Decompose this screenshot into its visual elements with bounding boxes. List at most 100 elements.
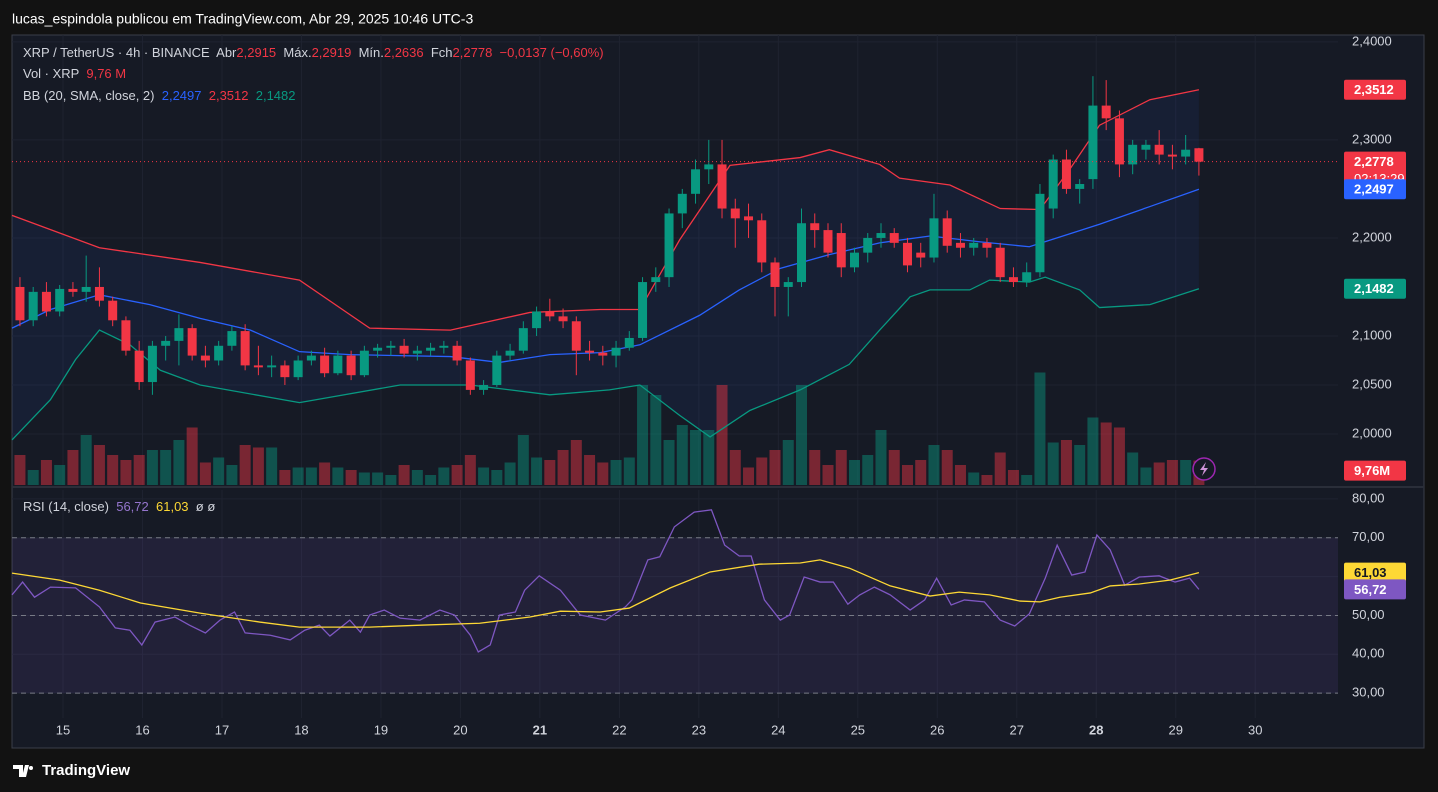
- volume-bar: [915, 460, 927, 485]
- volume-bar: [848, 460, 860, 485]
- volume-bar: [372, 472, 384, 485]
- volume-bar: [862, 455, 874, 485]
- volume-bar: [213, 457, 225, 485]
- candle-body: [1022, 272, 1032, 283]
- alert-bolt[interactable]: [1200, 462, 1208, 476]
- candle-body: [479, 385, 489, 390]
- candle-body: [611, 347, 621, 356]
- candle-body: [585, 350, 595, 353]
- x-tick-label: 23: [692, 722, 706, 737]
- volume-bar: [478, 467, 490, 485]
- volume-bar: [557, 450, 569, 485]
- candle-body: [1075, 184, 1085, 189]
- bb-basis: 2,2497: [161, 88, 202, 103]
- volume-bar: [1100, 422, 1112, 485]
- candle-body: [518, 328, 528, 351]
- volume-bar: [875, 430, 887, 485]
- candle-body: [955, 242, 965, 248]
- x-tick-label: 29: [1168, 722, 1182, 737]
- x-tick-label: 22: [612, 722, 626, 737]
- volume-bar: [266, 447, 278, 485]
- volume-bar: [994, 452, 1006, 485]
- candle-body: [346, 355, 356, 376]
- candle-body: [359, 350, 369, 376]
- rsi-label-box: [1344, 562, 1406, 583]
- candle-body: [465, 360, 475, 390]
- volume-bar: [107, 455, 119, 485]
- rsi-extra: ø ø: [195, 499, 216, 514]
- candle-body: [1048, 159, 1058, 209]
- volume-bar: [160, 450, 172, 485]
- volume-bar: [623, 457, 635, 485]
- logo-mark: [13, 765, 29, 777]
- candle-body: [1061, 159, 1071, 189]
- bb-lower: 2,1482: [255, 88, 296, 103]
- price-legend: XRP / TetherUS · 4h · BINANCE Abr2,2915 …: [23, 45, 604, 61]
- candle-body: [1088, 105, 1098, 180]
- rsi-name: RSI (14, close): [23, 499, 109, 514]
- volume-bar: [663, 440, 675, 485]
- volume-bar: [14, 455, 26, 485]
- volume-bar: [345, 470, 357, 485]
- price-label: 2,2497: [1354, 182, 1394, 197]
- candle-body: [863, 237, 873, 253]
- candle-body: [174, 328, 184, 341]
- candle-body: [293, 360, 303, 378]
- candle-body: [810, 223, 820, 231]
- candle-body: [320, 355, 330, 374]
- volume-bar: [464, 455, 476, 485]
- attribution: lucas_espindola publicou em TradingView.…: [12, 11, 473, 27]
- volume-bar: [40, 460, 52, 485]
- volume-bar: [411, 470, 423, 485]
- alert-icon[interactable]: [1192, 457, 1216, 481]
- candle-body: [227, 331, 237, 346]
- volume-name: Vol · XRP: [23, 66, 80, 81]
- volume-bar: [584, 455, 596, 485]
- high-value: 2,2919: [311, 45, 352, 60]
- candle-body: [1167, 154, 1177, 157]
- x-tick-label: 15: [56, 722, 70, 737]
- volume-bar: [438, 467, 450, 485]
- candle-body: [969, 242, 979, 248]
- volume-bar: [888, 450, 900, 485]
- candle-body: [995, 247, 1005, 278]
- volume-bar: [252, 447, 264, 485]
- candle-body: [929, 218, 939, 258]
- candle-body: [399, 345, 409, 354]
- candle-body: [1154, 144, 1164, 155]
- candle-body: [849, 252, 859, 268]
- volume-bar: [517, 435, 529, 485]
- candle-body: [942, 218, 952, 246]
- candle-body: [68, 288, 78, 292]
- price-label: 2,2778: [1354, 154, 1394, 169]
- price-label-box: [1344, 278, 1406, 299]
- price-label-box: [1344, 179, 1406, 200]
- bb-upper: 2,3512: [208, 88, 249, 103]
- volume-bar: [981, 475, 993, 485]
- candle-body: [81, 286, 91, 292]
- volume-bar: [67, 450, 79, 485]
- volume-bar: [954, 465, 966, 485]
- candle-body: [28, 291, 38, 321]
- volume-bar: [1140, 467, 1152, 485]
- volume-bar: [1180, 460, 1192, 485]
- candle-body: [214, 345, 224, 361]
- volume-bar: [385, 475, 397, 485]
- x-tick-label: 21: [533, 722, 547, 737]
- volume-bar: [173, 440, 185, 485]
- volume-bar: [305, 467, 317, 485]
- candle-body: [982, 242, 992, 248]
- volume-bar: [504, 462, 516, 485]
- rsi-ma-value: 61,03: [156, 499, 189, 514]
- candle-body: [823, 230, 833, 253]
- volume-bar: [186, 427, 198, 485]
- volume-bar: [1060, 440, 1072, 485]
- volume-bar: [756, 457, 768, 485]
- candle-body: [717, 164, 727, 209]
- rsi-tick-label: 80,00: [1352, 490, 1385, 505]
- rsi-tick-label: 50,00: [1352, 607, 1385, 622]
- rsi-legend: RSI (14, close) 56,72 61,03 ø ø: [23, 499, 215, 515]
- volume-bar: [676, 425, 688, 485]
- candle-body: [253, 365, 263, 368]
